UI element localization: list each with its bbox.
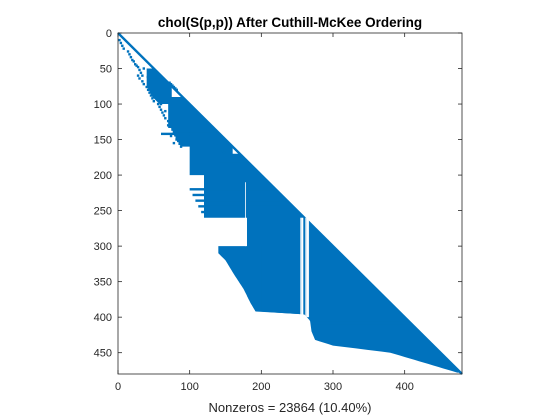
y-tick-label: 200 <box>94 170 112 182</box>
sparse-row-band <box>161 133 220 135</box>
nonzero-point <box>170 135 172 137</box>
sparse-row-band <box>195 199 287 201</box>
y-tick-label: 250 <box>94 206 112 218</box>
nonzero-point <box>223 151 225 153</box>
nonzero-point <box>128 53 130 55</box>
y-tick-label: 150 <box>94 135 112 147</box>
nonzero-point <box>177 140 179 142</box>
nonzero-point <box>140 72 142 74</box>
x-tick-label: 400 <box>395 381 413 393</box>
nonzero-point <box>180 145 182 147</box>
x-tick-label: 100 <box>180 381 198 393</box>
nonzero-point <box>173 142 175 144</box>
nonzero-point <box>137 74 139 76</box>
y-tick-label: 400 <box>94 312 112 324</box>
nonzero-point <box>153 96 155 98</box>
y-tick-label: 450 <box>94 348 112 360</box>
chart-title: chol(S(p,p)) After Cuthill-McKee Orderin… <box>158 15 422 30</box>
nonzero-point <box>157 103 159 105</box>
nonzero-point <box>150 94 152 96</box>
nonzero-point <box>178 143 180 145</box>
nonzero-point <box>153 100 155 102</box>
nonzero-point <box>164 110 166 112</box>
nonzero-point <box>158 106 160 108</box>
nonzero-point <box>133 60 135 62</box>
y-tick-label: 100 <box>94 99 112 111</box>
nonzero-point <box>148 82 150 84</box>
nonzero-point <box>174 134 176 136</box>
nonzero-point <box>121 45 123 47</box>
y-tick-label: 300 <box>94 241 112 253</box>
x-tick-label: 200 <box>252 381 270 393</box>
nonzero-point <box>167 124 169 126</box>
x-tick-label: 0 <box>115 381 121 393</box>
nonzero-point <box>127 50 129 52</box>
nonzero-point <box>120 42 122 44</box>
sparse-row-band <box>193 194 282 196</box>
nonzero-point <box>143 83 145 85</box>
sparse-row-band <box>218 160 247 162</box>
y-tick-label: 50 <box>100 64 112 76</box>
nonzero-point <box>145 86 147 88</box>
nonzero-point <box>147 89 149 91</box>
sparse-row-band <box>190 188 276 190</box>
nonzero-point <box>141 80 143 82</box>
nonzero-point <box>138 69 140 71</box>
sparse-row-band <box>168 126 212 128</box>
nonzero-point <box>161 111 163 113</box>
x-axis-label: Nonzeros = 23864 (10.40%) <box>209 400 372 415</box>
nonzero-point <box>118 39 120 41</box>
nonzero-point <box>137 66 139 68</box>
nonzero-point <box>171 128 173 130</box>
y-tick-label: 0 <box>106 28 112 40</box>
sparse-row-band <box>312 305 394 307</box>
nonzero-point <box>170 126 172 128</box>
nonzero-point <box>164 117 166 119</box>
x-tick-label: 300 <box>324 381 342 393</box>
nonzero-point <box>123 47 125 49</box>
sparse-row-band <box>312 313 402 315</box>
nonzero-point <box>160 109 162 111</box>
nonzero-point <box>130 56 132 58</box>
nonzero-point <box>148 91 150 93</box>
nonzero-point <box>163 114 165 116</box>
nonzero-point <box>176 137 178 139</box>
nonzero-point <box>173 131 175 133</box>
nonzero-point <box>150 89 152 91</box>
nonzero-point <box>167 120 169 122</box>
sparse-row-band <box>201 211 298 213</box>
y-tick-label: 350 <box>94 277 112 289</box>
nonzero-point <box>143 67 145 69</box>
sparse-row-band <box>204 154 241 156</box>
nonzero-point <box>138 77 140 79</box>
nonzero-point <box>141 74 143 76</box>
nonzero-point <box>160 103 162 105</box>
sparse-row-band <box>312 322 411 324</box>
sparse-row-band <box>175 138 225 140</box>
